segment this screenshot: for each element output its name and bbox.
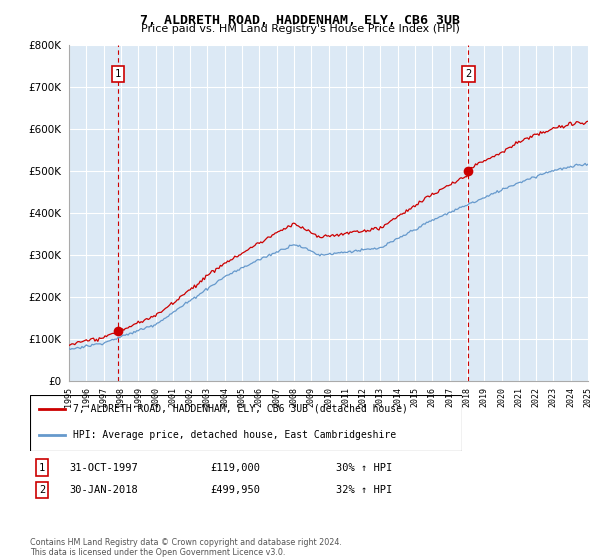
Text: 1: 1	[39, 463, 45, 473]
Text: 30-JAN-2018: 30-JAN-2018	[69, 485, 138, 495]
Text: Price paid vs. HM Land Registry's House Price Index (HPI): Price paid vs. HM Land Registry's House …	[140, 24, 460, 34]
Text: 7, ALDRETH ROAD, HADDENHAM, ELY, CB6 3UB: 7, ALDRETH ROAD, HADDENHAM, ELY, CB6 3UB	[140, 14, 460, 27]
Text: £499,950: £499,950	[210, 485, 260, 495]
Text: 2: 2	[465, 69, 472, 79]
Text: 32% ↑ HPI: 32% ↑ HPI	[336, 485, 392, 495]
Text: 30% ↑ HPI: 30% ↑ HPI	[336, 463, 392, 473]
Text: 7, ALDRETH ROAD, HADDENHAM, ELY, CB6 3UB (detached house): 7, ALDRETH ROAD, HADDENHAM, ELY, CB6 3UB…	[73, 404, 408, 414]
Text: 31-OCT-1997: 31-OCT-1997	[69, 463, 138, 473]
Text: £119,000: £119,000	[210, 463, 260, 473]
Text: HPI: Average price, detached house, East Cambridgeshire: HPI: Average price, detached house, East…	[73, 430, 397, 440]
Text: 2: 2	[39, 485, 45, 495]
Text: 1: 1	[115, 69, 121, 79]
Text: Contains HM Land Registry data © Crown copyright and database right 2024.
This d: Contains HM Land Registry data © Crown c…	[30, 538, 342, 557]
